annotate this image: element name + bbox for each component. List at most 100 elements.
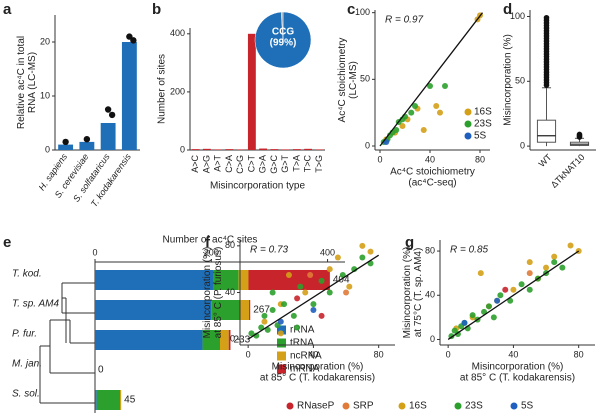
panel-letter: b	[152, 1, 161, 18]
point	[307, 272, 314, 278]
point	[281, 301, 288, 308]
y-axis-label: Misincorporation (%)	[402, 247, 413, 339]
y-tick-label: 0	[180, 144, 185, 154]
point	[559, 264, 566, 271]
point	[412, 103, 418, 109]
category-label: T. kod.	[12, 269, 42, 280]
legend-label: SRP	[353, 401, 374, 412]
box	[536, 119, 557, 143]
legend-swatch	[277, 325, 286, 335]
legend-label: 5S	[474, 131, 487, 142]
x-axis-label: Misincorporation (%)	[472, 362, 564, 373]
legend-swatch	[464, 120, 472, 128]
y-tick-label: 0	[45, 144, 50, 154]
bar-segment	[220, 330, 229, 350]
outlier	[543, 14, 550, 21]
point	[318, 312, 325, 319]
legend-label: 23S	[465, 401, 483, 412]
point	[269, 289, 276, 296]
replicate-dot	[83, 136, 91, 143]
x-tick-label: 80	[574, 349, 584, 359]
point	[367, 248, 374, 255]
legend-swatch	[277, 338, 286, 348]
y-axis-label: Relative ac⁴C in total	[16, 36, 27, 129]
point	[507, 297, 514, 304]
bar	[292, 149, 301, 150]
y-tick-label: 0	[230, 334, 235, 344]
annotation: R = 0.97	[385, 15, 424, 26]
panel-letter: g	[405, 234, 414, 251]
bar-segment	[211, 300, 241, 320]
legend-label: 23S	[474, 119, 492, 130]
point	[359, 242, 366, 249]
x-axis-label: (ac⁴C-seq)	[408, 178, 456, 189]
bar	[121, 42, 137, 150]
x-tick-label: 0	[92, 247, 97, 257]
legend-swatch	[464, 132, 472, 140]
point	[420, 127, 427, 133]
legend-label: rRNA	[290, 325, 315, 336]
legend-label: mRNA	[290, 364, 320, 375]
y-tick-label: 400	[170, 28, 185, 38]
panel-letter: c	[347, 1, 355, 18]
legend-swatch	[510, 402, 518, 410]
x-tick-label: 0	[377, 154, 382, 164]
point	[269, 307, 276, 313]
x-tick-label: 80	[374, 349, 384, 359]
point	[258, 324, 265, 331]
panel-letter: a	[3, 1, 12, 18]
fit-line	[247, 254, 380, 340]
bar	[79, 141, 95, 150]
legend-label: RNaseP	[297, 401, 335, 412]
point	[277, 330, 284, 337]
x-tick-label: ΔTkNAT10	[549, 152, 587, 190]
x-tick-label: T>C	[303, 155, 313, 173]
point	[318, 277, 325, 284]
y-tick-label: 50	[515, 76, 525, 86]
x-tick-label: 200	[204, 247, 219, 257]
y-tick-label: 20	[40, 36, 50, 46]
point	[485, 303, 492, 310]
point	[248, 330, 255, 337]
point	[294, 295, 301, 302]
point	[393, 127, 400, 133]
point	[408, 109, 415, 116]
bar-segment	[249, 300, 251, 320]
point	[526, 259, 533, 266]
x-tick-label: 80	[475, 154, 485, 164]
category-label: T. sp. AM4	[12, 299, 59, 310]
y-tick-label: 50	[360, 74, 370, 84]
panel-letter: d	[503, 1, 512, 18]
x-tick-label: WT	[537, 152, 554, 169]
y-axis-label: at 85° C (P. furiosus)	[213, 247, 224, 339]
bar-segment	[95, 330, 203, 350]
category-label: P. fur.	[12, 329, 37, 340]
point	[326, 289, 333, 296]
x-tick-label: 40	[425, 154, 435, 164]
tree-lines	[39, 282, 95, 404]
point	[346, 283, 353, 290]
y-axis-label: at 75°C (T. sp. AM4)	[413, 248, 424, 338]
bar	[304, 148, 313, 150]
replicate-dot	[130, 37, 137, 44]
category-label: M. jan.	[12, 359, 42, 370]
point	[326, 266, 333, 273]
x-axis-label: at 85° C (T. kodakarensis)	[260, 373, 375, 384]
legend-swatch	[464, 108, 472, 116]
bar	[247, 33, 256, 150]
point	[399, 123, 406, 129]
x-tick-label: G>T	[280, 155, 290, 173]
x-tick-label: C>T	[246, 155, 256, 173]
bar	[214, 149, 223, 150]
point	[343, 289, 350, 296]
annotation: R = 0.85	[450, 245, 489, 256]
legend-swatch	[286, 402, 294, 410]
y-tick-label: 0	[520, 140, 525, 150]
total-label: 45	[124, 395, 136, 406]
point	[543, 264, 550, 271]
tree	[39, 282, 95, 404]
bar	[58, 144, 74, 150]
point	[433, 103, 440, 109]
point	[297, 283, 304, 290]
